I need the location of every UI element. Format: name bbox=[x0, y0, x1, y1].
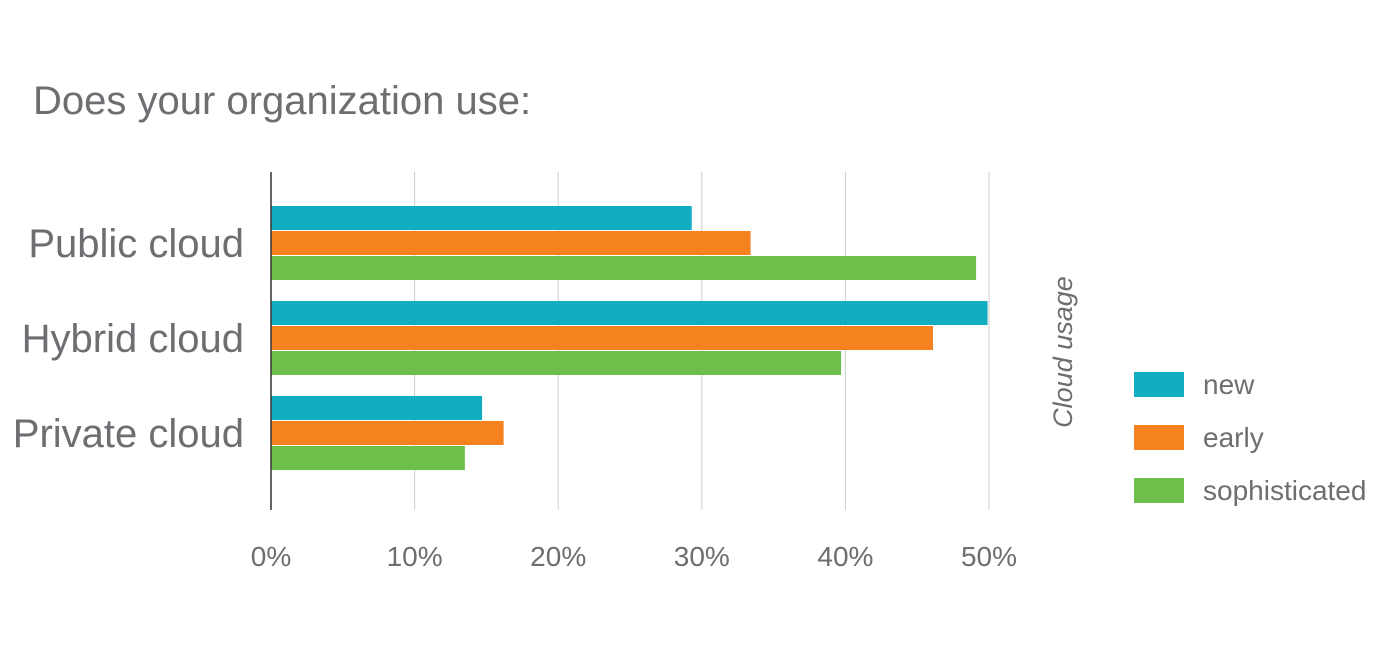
bar-new bbox=[271, 301, 988, 325]
category-label: Hybrid cloud bbox=[22, 317, 244, 361]
bars bbox=[271, 206, 988, 470]
x-tick-label: 50% bbox=[961, 541, 1017, 572]
bar-sophisticated bbox=[271, 446, 465, 470]
category-label: Public cloud bbox=[28, 222, 244, 266]
bar-early bbox=[271, 326, 933, 350]
legend-label-early: early bbox=[1203, 422, 1264, 453]
x-tick-label: 40% bbox=[817, 541, 873, 572]
bar-new bbox=[271, 396, 483, 420]
bar-early bbox=[271, 231, 751, 255]
legend-label-new: new bbox=[1203, 369, 1255, 400]
bar-sophisticated bbox=[271, 256, 977, 280]
legend-swatch-sophisticated bbox=[1134, 478, 1184, 503]
x-axis-labels: 0% 10% 20% 30% 40% 50% bbox=[251, 541, 1017, 572]
chart-title: Does your organization use: bbox=[33, 79, 531, 123]
y-axis-labels: Public cloud Hybrid cloud Private cloud bbox=[13, 222, 244, 456]
category-label: Private cloud bbox=[13, 412, 244, 456]
x-tick-label: 20% bbox=[530, 541, 586, 572]
x-tick-label: 10% bbox=[387, 541, 443, 572]
bar-new bbox=[271, 206, 692, 230]
bar-early bbox=[271, 421, 504, 445]
legend-title: Cloud usage bbox=[1048, 276, 1078, 428]
bar-sophisticated bbox=[271, 351, 842, 375]
x-tick-label: 0% bbox=[251, 541, 291, 572]
legend-swatch-new bbox=[1134, 372, 1184, 397]
legend: new early sophisticated bbox=[1134, 369, 1366, 506]
legend-swatch-early bbox=[1134, 425, 1184, 450]
x-tick-label: 30% bbox=[674, 541, 730, 572]
legend-label-sophisticated: sophisticated bbox=[1203, 475, 1366, 506]
